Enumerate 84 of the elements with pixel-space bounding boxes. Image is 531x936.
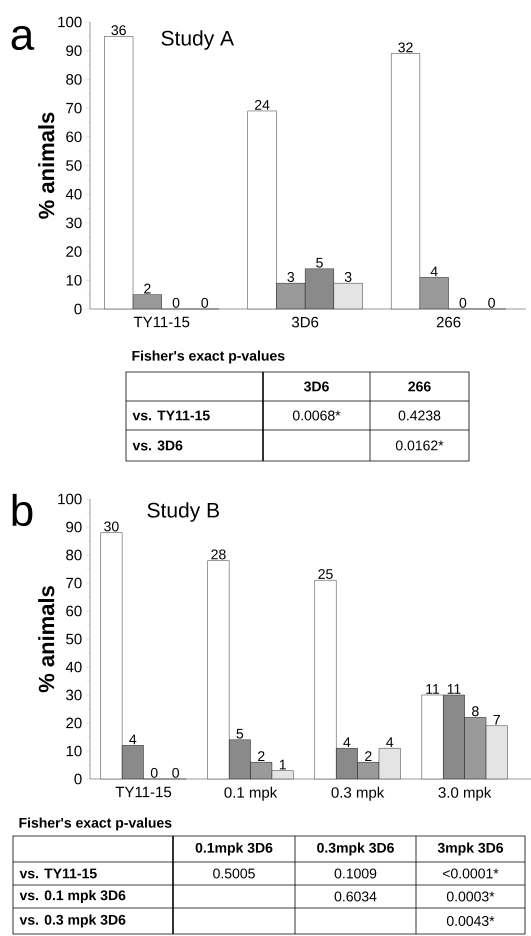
annotation: 2 [258,751,264,761]
y-tick-label: 20 [66,246,82,257]
text: 0.4238 [398,410,440,420]
annotation: 7 [494,714,500,725]
x-tick-label: 3D6 [292,316,318,328]
x-tick-label: 0.3 mpk [332,786,384,801]
text: Fisher's exact p-values [19,817,172,831]
text: 0.1mpk 3D6 [196,842,272,856]
annotation: 4 [129,734,136,744]
text: 0.0043* [446,916,494,926]
annotation: 2 [144,284,151,294]
text: vs. 0.3 mpk 3D6 [20,914,126,928]
y-tick-label: 40 [66,188,82,200]
text: 0.0003* [446,892,494,902]
annotation: 0 [172,768,179,778]
y-tick-label: 50 [66,634,82,644]
y-tick-label: 70 [66,578,82,588]
y-tick-label: 0 [74,774,82,784]
text: vs. TY11-15 [132,410,210,420]
y-tick-label: 10 [66,746,82,756]
y-axis-title: % animals [38,586,54,692]
annotation: 0 [172,298,180,308]
annotation: 2 [365,751,372,761]
y-tick-label: 60 [66,606,82,616]
text: 0.5005 [213,868,255,878]
annotation: 0 [488,298,495,308]
annotation: 5 [316,258,323,268]
y-tick-label: 80 [66,550,82,560]
y-tick-label: 80 [66,74,82,85]
annotation: 0 [201,298,208,308]
annotation: 4 [430,266,438,276]
x-tick-label: 266 [436,316,460,328]
annotation: 24 [255,100,270,110]
text: 3D6 [304,382,329,392]
y-tick-label: 30 [66,218,82,228]
annotation: 28 [211,549,226,560]
y-tick-label: 30 [66,690,82,700]
text: Fisher's exact p-values [132,350,284,364]
text: 0.0068* [292,410,340,420]
annotation: 3 [287,272,294,282]
annotation: 5 [236,728,244,739]
y-tick-label: 90 [66,45,82,56]
y-tick-label: 50 [66,160,82,171]
chart-title: Study A [161,30,234,50]
y-tick-label: 100 [58,494,82,504]
annotation: 4 [343,737,350,747]
y-tick-label: 60 [66,131,82,142]
y-tick-label: 40 [66,662,82,672]
annotation: 0 [150,768,158,778]
annotation: 25 [318,569,333,579]
text: 0.1009 [334,868,376,878]
text: b [12,494,32,526]
text: 0.3mpk 3D6 [317,842,394,856]
y-tick-label: 100 [58,16,82,28]
annotation: 4 [386,737,394,747]
y-tick-label: 0 [74,304,82,314]
chart-title: Study B [147,502,219,522]
annotation: 11 [448,684,461,694]
annotation: 8 [472,706,479,716]
annotation: 36 [111,25,126,36]
x-tick-label: TY11-15 [116,786,172,798]
annotation: 30 [104,521,119,532]
text: 0.0162* [396,440,444,450]
x-tick-label: 3.0 mpk [438,786,492,801]
annotation: 11 [426,684,440,694]
annotation: 1 [280,760,286,770]
x-tick-label: TY11-15 [134,316,190,328]
text: 3mpk 3D6 [438,842,504,856]
y-tick-label: 20 [66,718,82,728]
text: vs. 3D6 [132,440,182,450]
text: 0.6034 [334,892,376,902]
y-tick-label: 10 [66,274,82,286]
y-axis-title: % animals [38,112,54,219]
y-tick-label: 70 [66,102,82,114]
text: 266 [408,382,431,392]
text: vs. TY11-15 [20,868,97,878]
text: vs. 0.1 mpk 3D6 [20,890,126,904]
annotation: 32 [398,42,413,52]
annotation: 3 [344,272,352,282]
text: a [12,26,34,50]
text: <0.0001* [442,868,499,878]
annotation: 0 [460,298,466,308]
y-tick-label: 90 [66,522,82,532]
x-tick-label: 0.1 mpk [224,786,278,801]
